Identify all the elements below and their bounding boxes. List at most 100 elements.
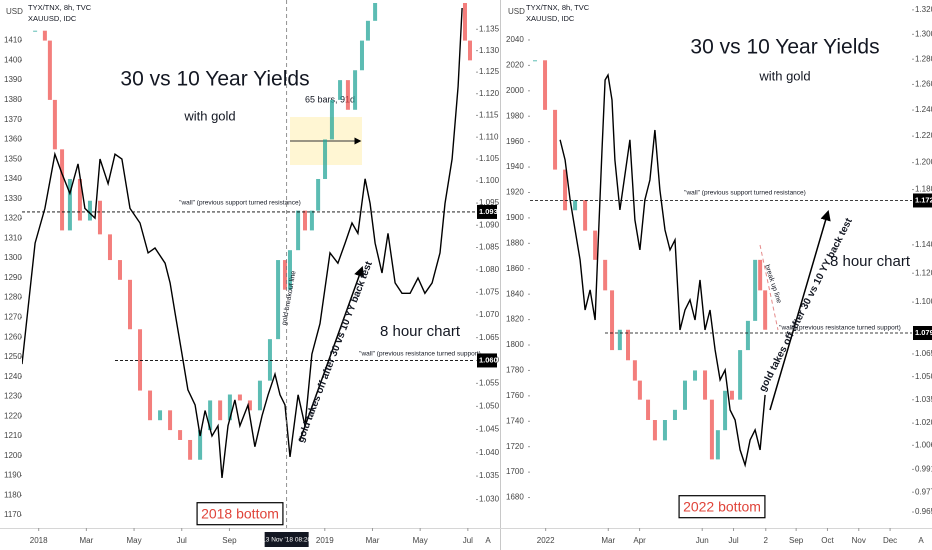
candle <box>67 178 72 231</box>
candle <box>107 234 112 261</box>
y-tick-label: 1370 <box>4 115 22 124</box>
trend-arrow <box>299 266 365 441</box>
candle <box>77 178 82 221</box>
candle <box>87 200 92 221</box>
y2-tick-label: 1.065 <box>915 349 932 358</box>
x-tick-label: 2019 <box>316 536 334 545</box>
price-tag-label: 1.172 <box>915 195 932 204</box>
candle <box>610 290 615 351</box>
candle <box>632 360 637 381</box>
candle <box>373 3 378 21</box>
price-tag <box>477 353 497 368</box>
candle <box>33 30 38 32</box>
candle <box>729 390 734 400</box>
chart-title: 30 vs 10 Year Yields <box>120 68 309 91</box>
y2-tick-label: 1.280 <box>915 54 932 63</box>
y2-tick-label: 1.120 <box>479 89 500 98</box>
x-tick-label: Apr <box>633 536 646 545</box>
y-tick-label: 1350 <box>4 154 22 163</box>
y-tick-label: 1230 <box>4 392 22 401</box>
y-tick-label: 1410 <box>4 36 22 45</box>
price-tag <box>913 193 932 208</box>
y2-tick-label: 1.070 <box>479 310 500 319</box>
candle <box>353 70 358 110</box>
y2-tick-label: 0.965 <box>915 507 932 516</box>
candle <box>208 400 213 431</box>
candle <box>188 439 193 460</box>
y2-tick-label: 1.085 <box>479 243 500 252</box>
legend-entry: TYX/TNX, 8h, TVC <box>28 3 92 12</box>
candle <box>198 430 203 460</box>
candle <box>462 3 467 41</box>
candle <box>563 169 568 211</box>
autoscale-button[interactable]: A <box>918 536 924 545</box>
y-tick-label: 1960 <box>506 137 524 146</box>
y-tick-label: 1200 <box>4 451 22 460</box>
candle <box>662 420 667 441</box>
price-tag-label: 1.093 <box>479 207 498 216</box>
candle <box>178 430 183 440</box>
y-tick-label: 1340 <box>4 174 22 183</box>
y-tick-label: 1680 <box>506 493 524 502</box>
y-tick-label: 1380 <box>4 95 22 104</box>
y2-tick-label: 1.220 <box>915 131 932 140</box>
x-tick-label: Mar <box>601 536 615 545</box>
candle <box>723 390 728 431</box>
y2-tick-label: 1.260 <box>915 80 932 89</box>
candle <box>543 60 548 110</box>
candle <box>758 259 763 291</box>
candle <box>329 99 334 140</box>
plot-area <box>22 3 472 478</box>
candle <box>672 409 677 421</box>
y2-tick-label: 1.105 <box>479 154 500 163</box>
chart-title: 30 vs 10 Year Yields <box>690 36 879 59</box>
note: 8 hour chart <box>380 323 461 340</box>
y-tick-label: 1240 <box>4 372 22 381</box>
candle <box>583 200 588 231</box>
y2-tick-label: 1.030 <box>479 495 500 504</box>
candle <box>316 178 321 211</box>
y-tick-label: 2020 <box>506 60 524 69</box>
y-tick-label: 1740 <box>506 416 524 425</box>
candle <box>323 139 328 179</box>
price-tag <box>913 326 932 341</box>
candle <box>753 259 758 321</box>
crosshair-tag <box>264 532 309 547</box>
legend-entry: TYX/TNX, 8h, TVC <box>526 3 590 12</box>
autoscale-button[interactable]: A <box>485 536 491 545</box>
x-tick-label: 2018 <box>30 536 48 545</box>
x-tick-label: Dec <box>883 536 897 545</box>
y-tick-label: 2040 <box>506 35 524 44</box>
y-tick-label: 1300 <box>4 253 22 262</box>
y2-tick-label: 1.130 <box>479 46 500 55</box>
candle <box>637 380 642 400</box>
y2-tick-label: 1.135 <box>479 24 500 33</box>
y2-tick-label: 1.180 <box>915 185 932 194</box>
y-tick-label: 1900 <box>506 213 524 222</box>
candle <box>117 260 122 280</box>
x-tick-label: Jul <box>177 536 187 545</box>
bottom-label-box <box>678 495 766 519</box>
candle <box>693 370 698 381</box>
wall-label: "wall" (previous support turned resistan… <box>684 190 806 197</box>
y2-tick-label: 1.045 <box>479 425 500 434</box>
x-tick-label: Sep <box>789 536 804 545</box>
ratio-line <box>22 7 463 478</box>
ratio-line <box>559 72 766 468</box>
candle <box>715 430 720 460</box>
y-tick-label: 1720 <box>506 442 524 451</box>
candle <box>47 40 52 100</box>
candle <box>148 390 153 421</box>
candle <box>646 399 651 421</box>
y-tick-label: 1780 <box>506 366 524 375</box>
candle <box>365 20 370 41</box>
y2-tick-label: 1.040 <box>479 448 500 457</box>
bottom-label: 2018 bottom <box>201 506 279 522</box>
note: 8 hour chart <box>830 253 911 270</box>
legend-entry: XAUUSD, IDC <box>28 14 77 23</box>
y-tick-label: 1800 <box>506 340 524 349</box>
y-tick-label: 1210 <box>4 431 22 440</box>
candle <box>218 400 223 421</box>
x-tick-label: Jul <box>728 536 738 545</box>
y2-tick-label: 1.100 <box>915 297 932 306</box>
